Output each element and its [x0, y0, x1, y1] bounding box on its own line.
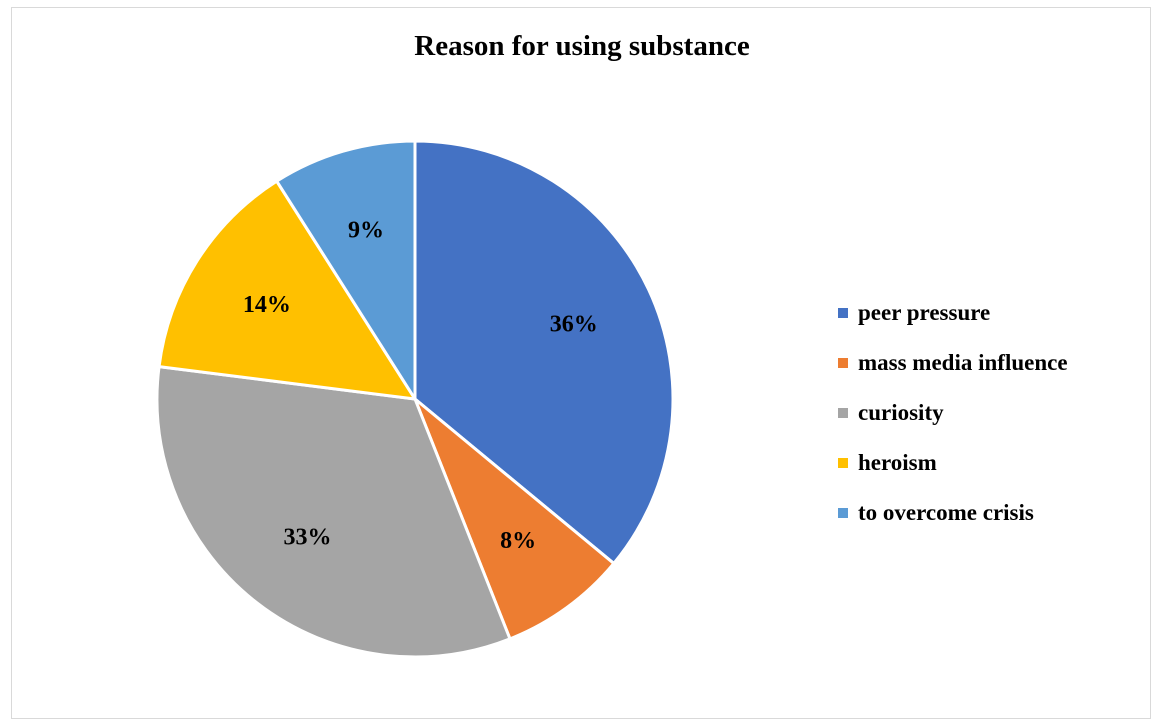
chart-area: Reason for using substance 36% 8% 33% 14% 9%… [11, 7, 1151, 719]
data-label-mass-media-influence: 8% [500, 528, 536, 554]
legend-item-curiosity: curiosity [838, 388, 1068, 438]
legend-item-to-overcome-crisis: to overcome crisis [838, 488, 1068, 538]
pie-slice-peer-pressure [413, 139, 675, 565]
legend-swatch [838, 458, 848, 468]
legend-swatch [838, 308, 848, 318]
legend-label: to overcome crisis [858, 500, 1034, 525]
pie-chart: 36% 8% 33% 14% 9% [155, 139, 675, 659]
chart-title: Reason for using substance [414, 30, 750, 62]
legend-label: mass media influence [858, 350, 1068, 375]
legend-item-heroism: heroism [838, 438, 1068, 488]
data-label-heroism: 14% [243, 292, 291, 318]
data-label-curiosity: 33% [283, 525, 331, 551]
pie-slice-mass-media-influence [413, 397, 616, 641]
legend: peer pressure mass media influence curiosi… [838, 288, 1068, 538]
pie-slice-heroism [157, 179, 417, 401]
data-label-peer-pressure: 36% [550, 311, 598, 337]
legend-swatch [838, 358, 848, 368]
data-label-to-overcome-crisis: 9% [348, 218, 384, 244]
pie-slice-to-overcome-crisis [275, 139, 417, 401]
pie-slice-curiosity [155, 365, 512, 659]
legend-swatch [838, 408, 848, 418]
legend-item-mass-media-influence: mass media influence [838, 338, 1068, 388]
legend-label: heroism [858, 450, 937, 475]
legend-label: curiosity [858, 400, 944, 425]
legend-item-peer-pressure: peer pressure [838, 288, 1068, 338]
legend-label: peer pressure [858, 300, 991, 325]
legend-swatch [838, 508, 848, 518]
